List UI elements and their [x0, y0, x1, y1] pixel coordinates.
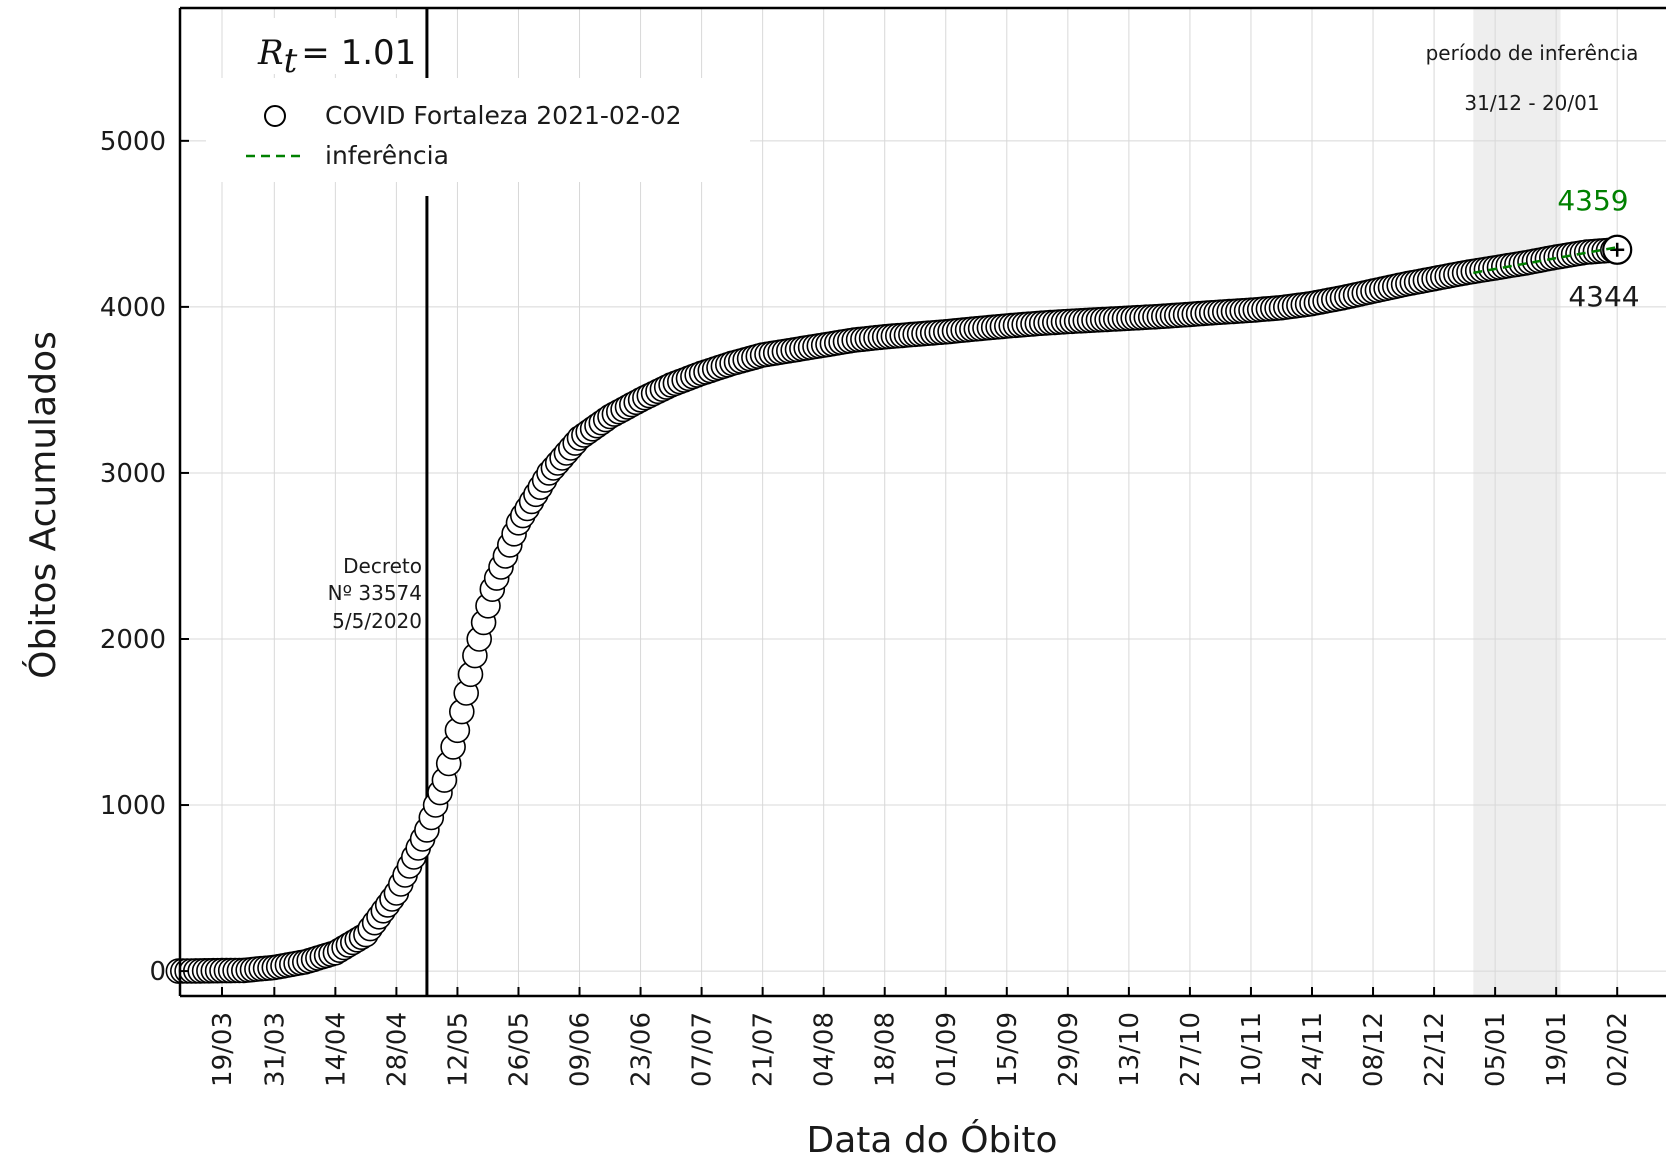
y-tick-label: 5000	[100, 127, 166, 157]
axes	[178, 6, 1666, 998]
inference-period-range: 31/12 - 20/01	[1464, 91, 1599, 115]
x-tick-label: 13/10	[1115, 1012, 1145, 1087]
y-tick-label: 4000	[100, 293, 166, 323]
y-tick-label: 0	[149, 957, 166, 987]
y-tick-label: 2000	[100, 625, 166, 655]
y-tick-labels: 0 1000 2000 3000 4000 5000	[100, 127, 166, 987]
x-tick-label: 07/07	[688, 1012, 718, 1087]
decree-line-2: Nº 33574	[328, 581, 422, 605]
predicted-value-label: 4359	[1557, 184, 1628, 217]
inference-period-band	[1473, 8, 1561, 996]
rt-label: Rt = 1.01	[257, 33, 416, 81]
y-tick-label: 1000	[100, 791, 166, 821]
x-tick-label: 15/09	[993, 1012, 1023, 1087]
x-tick-label: 28/04	[382, 1012, 412, 1087]
x-tick-label: 05/01	[1481, 1012, 1511, 1087]
legend-label-observed: COVID Fortaleza 2021-02-02	[325, 101, 682, 130]
x-tick-label: 29/09	[1054, 1012, 1084, 1087]
rt-value: = 1.01	[301, 33, 416, 73]
x-tick-label: 10/11	[1237, 1012, 1267, 1087]
inference-series	[1473, 246, 1618, 275]
inference-line	[1473, 246, 1618, 275]
x-tick-label: 04/08	[810, 1012, 840, 1087]
inference-period-title: período de inferência	[1426, 41, 1639, 65]
decree-annotation: Decreto Nº 33574 5/5/2020	[328, 554, 422, 633]
y-tick-label: 3000	[100, 459, 166, 489]
x-tick-label: 18/08	[871, 1012, 901, 1087]
x-tick-label: 23/06	[627, 1012, 657, 1087]
inference-period-shading	[1473, 8, 1561, 996]
x-tick-label: 08/12	[1359, 1012, 1389, 1087]
x-tick-label: 01/09	[932, 1012, 962, 1087]
observed-series	[165, 234, 1633, 984]
legend-background	[206, 78, 750, 182]
x-tick-label: 24/11	[1298, 1012, 1328, 1087]
x-tick-label: 14/04	[321, 1012, 351, 1087]
rt-annotation: Rt = 1.01	[246, 18, 416, 81]
x-tick-label: 19/03	[208, 1012, 238, 1087]
rt-subscript: t	[284, 41, 298, 81]
x-tick-label: 22/12	[1420, 1012, 1450, 1087]
x-tick-label: 31/03	[260, 1012, 290, 1087]
x-tick-labels: 19/03 31/03 14/04 28/04 12/05 26/05 09/06 23/06…	[208, 1012, 1633, 1087]
legend-label-inference: inferência	[325, 141, 449, 170]
x-tick-label: 21/07	[749, 1012, 779, 1087]
rt-background	[246, 18, 414, 74]
legend: COVID Fortaleza 2021-02-02 inferência	[206, 78, 750, 182]
y-axis-title: Óbitos Acumulados	[22, 331, 64, 679]
observed-value-label: 4344	[1568, 280, 1639, 313]
x-tick-label: 27/10	[1176, 1012, 1206, 1087]
x-axis-title: Data do Óbito	[806, 1119, 1057, 1159]
x-tick-label: 02/02	[1603, 1012, 1633, 1087]
x-tick-label: 19/01	[1542, 1012, 1572, 1087]
decree-line-1: Decreto	[343, 554, 422, 578]
x-tick-label: 09/06	[566, 1012, 596, 1087]
legend-marker-observed	[264, 105, 286, 127]
decree-line-3: 5/5/2020	[332, 609, 422, 633]
x-tick-label: 12/05	[443, 1012, 473, 1087]
x-tick-label: 26/05	[504, 1012, 534, 1087]
rt-symbol: R	[257, 33, 284, 73]
